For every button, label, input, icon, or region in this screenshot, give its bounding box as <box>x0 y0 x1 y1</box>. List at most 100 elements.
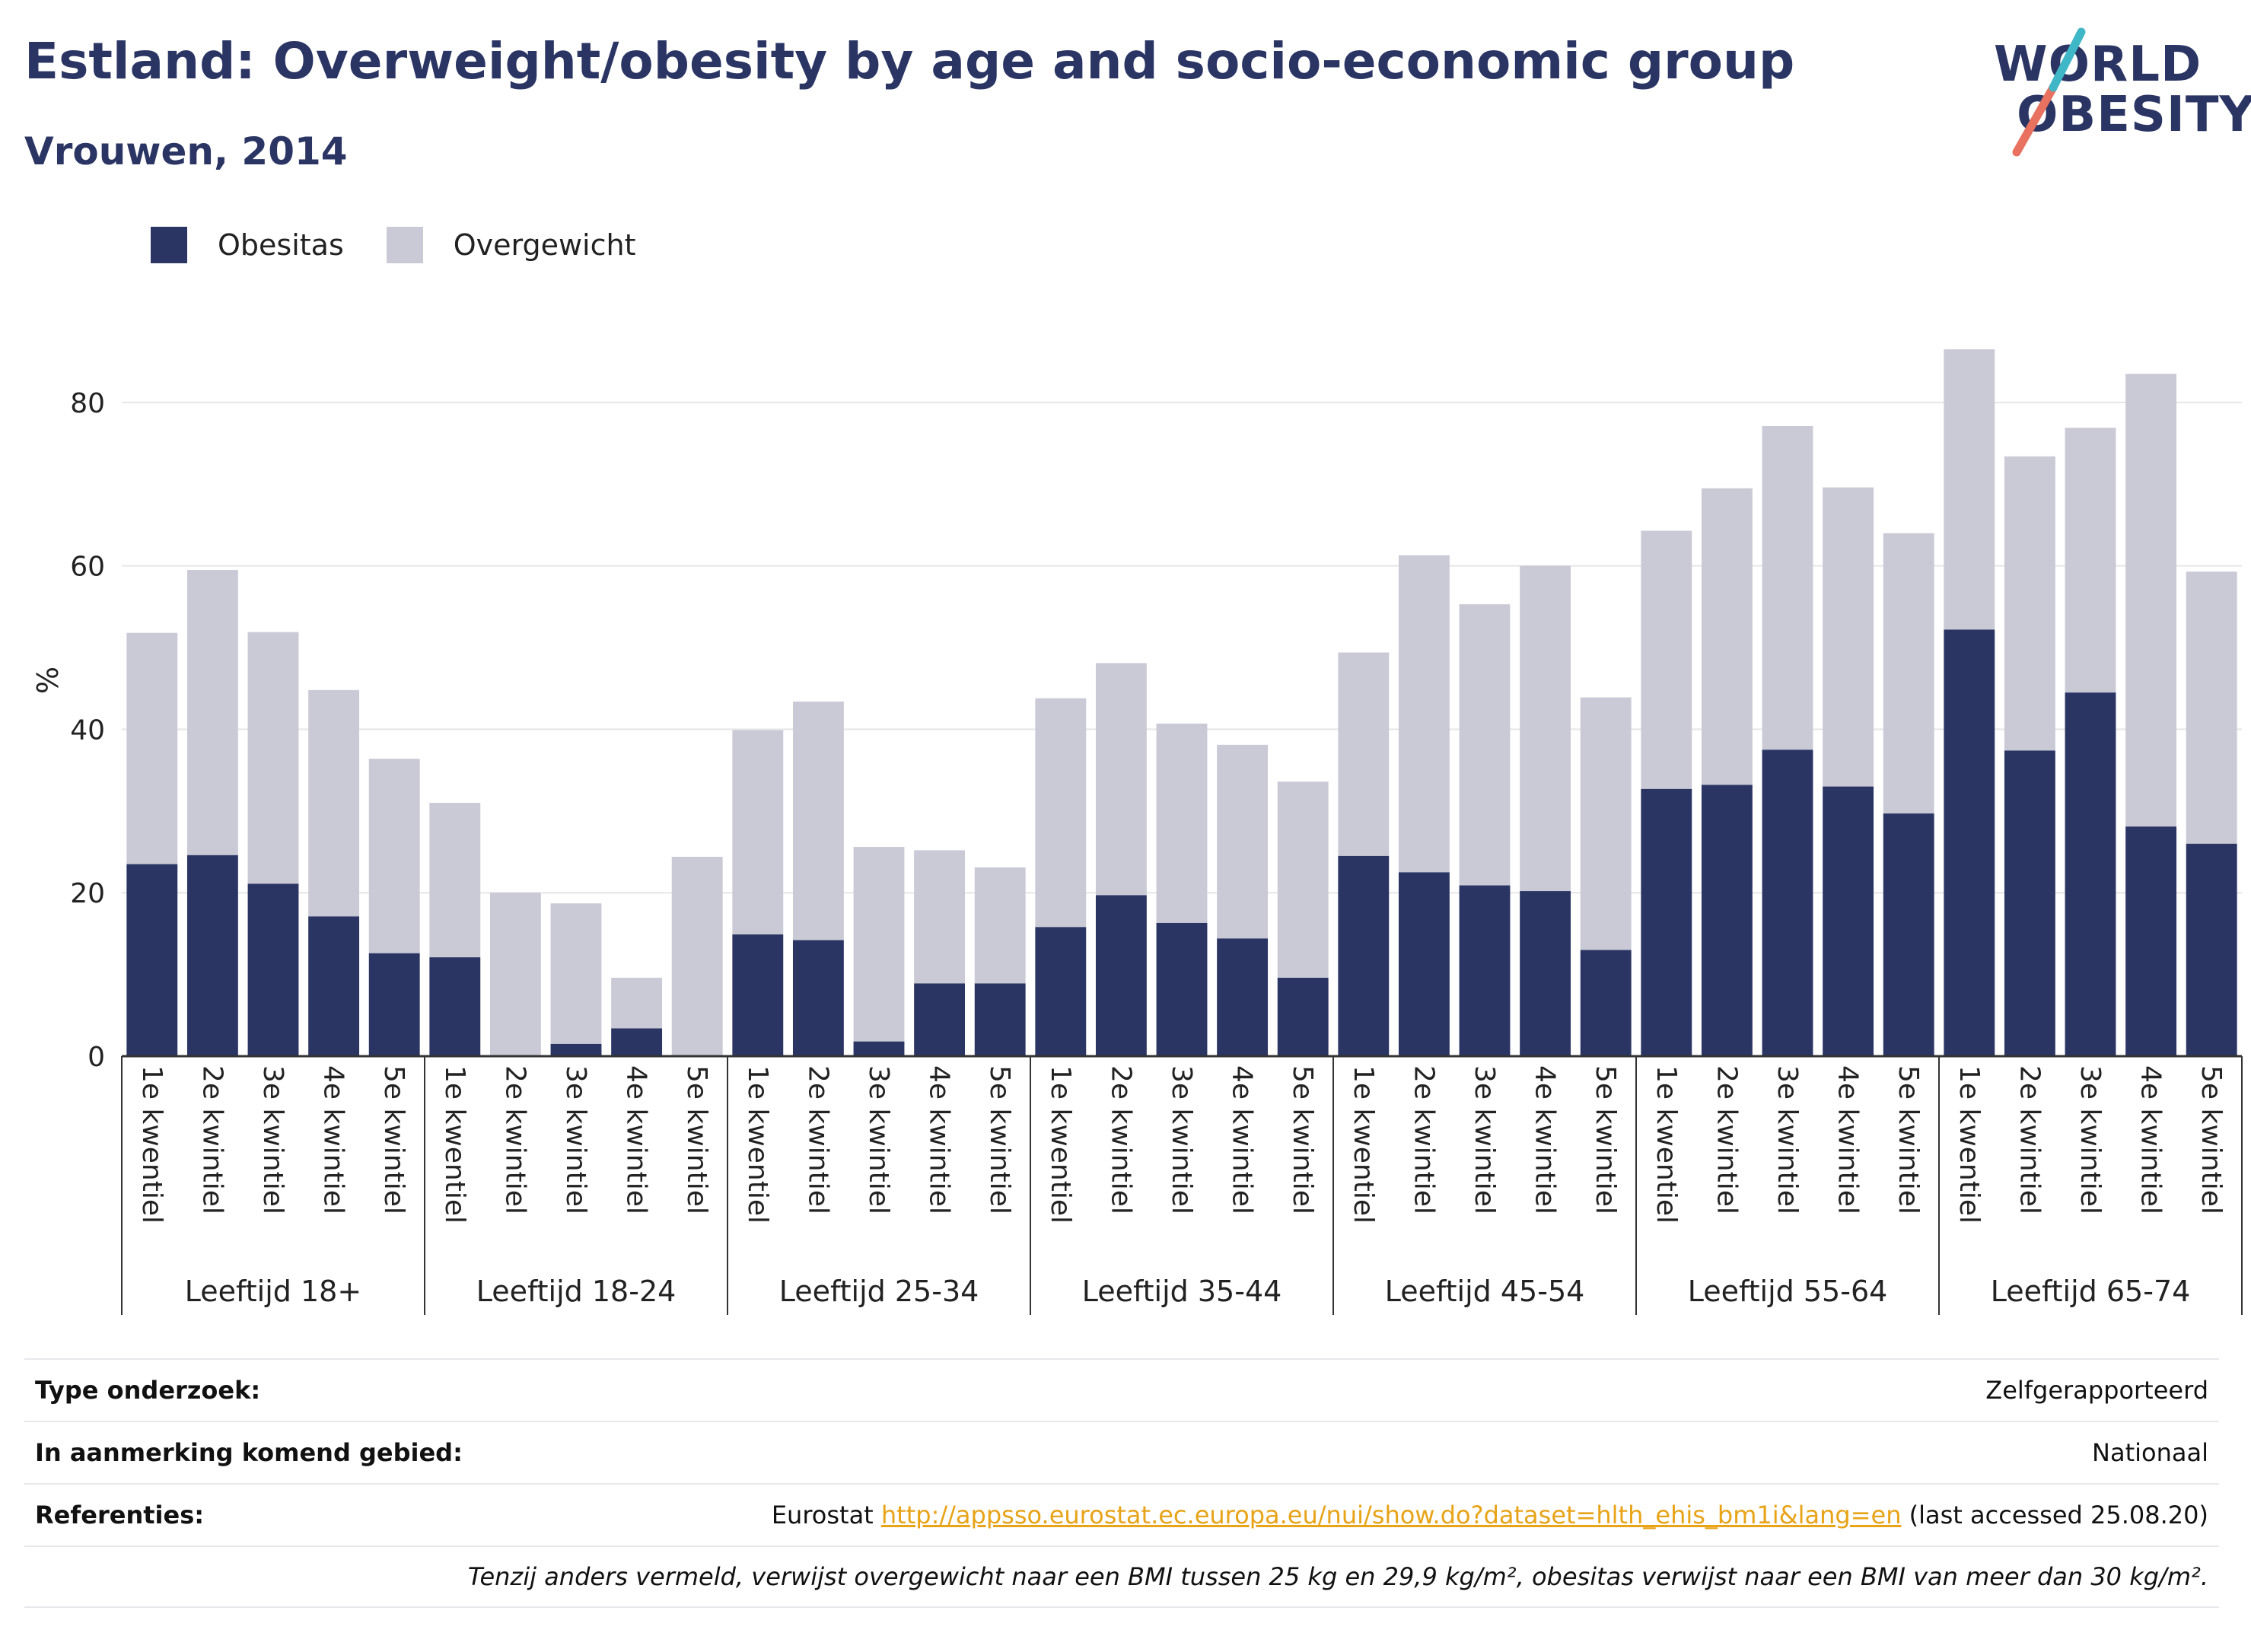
group-label: Leeftijd 18-24 <box>476 1275 677 1308</box>
info-row-note: Tenzij anders vermeld, verwijst overgewi… <box>24 1545 2219 1608</box>
bar-overgewicht <box>732 730 784 934</box>
bar-overgewicht <box>186 570 238 855</box>
bar-obesitas <box>1459 885 1511 1056</box>
info-row-type: Type onderzoek: Zelfgerapporteerd <box>24 1358 2219 1421</box>
bar-obesitas <box>792 940 844 1056</box>
bar-overgewicht <box>1701 488 1753 785</box>
info-label-references: Referenties: <box>35 1501 205 1529</box>
bar-obesitas <box>1277 977 1329 1056</box>
x-tick-label: 1e kwentiel <box>1045 1065 1076 1224</box>
logo-line-2: OBESITY <box>2017 87 2251 143</box>
bar-overgewicht <box>853 847 905 1042</box>
x-tick-label: 2e kwintiel <box>499 1065 530 1214</box>
reference-source: Eurostat <box>771 1501 881 1529</box>
x-tick-label: 5e kwintiel <box>378 1065 409 1214</box>
bar-obesitas <box>1156 922 1208 1056</box>
legend-item-overgewicht: Overgewicht <box>386 227 636 263</box>
y-axis-label: % <box>31 667 65 694</box>
bar-obesitas <box>1883 813 1934 1056</box>
x-tick-label: 5e kwintiel <box>1590 1065 1621 1214</box>
bar-obesitas <box>429 957 481 1056</box>
y-tick-label: 40 <box>70 715 105 746</box>
bar-overgewicht <box>308 689 360 917</box>
bar-obesitas <box>2186 843 2237 1056</box>
x-tick-label: 1e kwentiel <box>1651 1065 1682 1224</box>
group-label: Leeftijd 35-44 <box>1082 1275 1282 1308</box>
x-tick-label: 1e kwentiel <box>1953 1065 1985 1224</box>
bar-obesitas <box>308 916 360 1056</box>
bar-obesitas <box>1762 750 1813 1056</box>
bar-overgewicht <box>1520 565 1571 892</box>
x-tick-label: 3e kwintiel <box>1469 1065 1500 1214</box>
bar-overgewicht <box>1641 530 1692 789</box>
x-tick-label: 5e kwintiel <box>681 1065 712 1214</box>
bar-overgewicht <box>2125 374 2177 827</box>
x-tick-label: 3e kwintiel <box>1166 1065 1197 1214</box>
reference-link[interactable]: http://appsso.eurostat.ec.europa.eu/nui/… <box>880 1501 1902 1529</box>
legend-label-overgewicht: Overgewicht <box>453 228 636 262</box>
x-tick-label: 4e kwintiel <box>924 1065 955 1214</box>
bar-obesitas <box>550 1043 602 1056</box>
bar-overgewicht <box>489 893 541 1056</box>
x-tick-label: 4e kwintiel <box>1832 1065 1864 1214</box>
bar-overgewicht <box>2004 456 2055 751</box>
bar-overgewicht <box>2065 428 2116 693</box>
bar-overgewicht <box>368 759 420 953</box>
x-tick-label: 4e kwintiel <box>318 1065 349 1214</box>
bar-obesitas <box>2065 692 2116 1056</box>
x-tick-label: 5e kwintiel <box>984 1065 1015 1214</box>
bar-obesitas <box>368 953 420 1056</box>
x-tick-label: 3e kwintiel <box>257 1065 288 1214</box>
x-tick-label: 3e kwintiel <box>1772 1065 1803 1214</box>
bmi-definition-note: Tenzij anders vermeld, verwijst overgewi… <box>467 1562 2208 1591</box>
bar-overgewicht <box>126 632 178 864</box>
x-tick-label: 2e kwintiel <box>1711 1065 1742 1214</box>
group-label: Leeftijd 65-74 <box>1991 1275 2191 1308</box>
legend-label-obesitas: Obesitas <box>218 228 344 262</box>
x-tick-label: 3e kwintiel <box>2074 1065 2106 1214</box>
bar-obesitas <box>1398 872 1450 1056</box>
x-tick-label: 1e kwentiel <box>742 1065 773 1224</box>
bar-overgewicht <box>1156 723 1208 923</box>
bar-obesitas <box>1701 785 1753 1056</box>
info-value-references: Eurostat http://appsso.eurostat.ec.europ… <box>772 1501 2208 1529</box>
x-tick-label: 5e kwintiel <box>1287 1065 1318 1214</box>
bar-overgewicht <box>974 867 1026 984</box>
bar-overgewicht <box>914 850 966 984</box>
group-label: Leeftijd 45-54 <box>1385 1275 1585 1308</box>
chart-legend: Obesitas Overgewicht <box>151 225 679 265</box>
bar-obesitas <box>853 1041 905 1056</box>
bar-overgewicht <box>1035 698 1087 928</box>
x-tick-label: 5e kwintiel <box>1893 1065 1924 1214</box>
page-subtitle: Vrouwen, 2014 <box>24 129 348 173</box>
bar-obesitas <box>186 855 238 1056</box>
bar-obesitas <box>1823 786 1874 1056</box>
bar-overgewicht <box>1580 697 1632 950</box>
group-label: Leeftijd 25-34 <box>779 1275 979 1308</box>
y-tick-label: 0 <box>88 1042 105 1073</box>
legend-swatch-overgewicht <box>386 227 423 263</box>
logo-slash-icon <box>2012 27 2086 157</box>
group-label: Leeftijd 55-64 <box>1688 1275 1888 1308</box>
bar-obesitas <box>974 983 1026 1056</box>
x-tick-label: 2e kwintiel <box>2014 1065 2045 1214</box>
bar-overgewicht <box>1823 487 1874 787</box>
bar-obesitas <box>1520 891 1571 1056</box>
logo-line-1: WORLD <box>1994 37 2202 93</box>
bar-obesitas <box>914 983 966 1056</box>
x-tick-label: 4e kwintiel <box>621 1065 652 1214</box>
x-tick-label: 4e kwintiel <box>2135 1065 2167 1214</box>
info-table: Type onderzoek: Zelfgerapporteerd In aan… <box>24 1358 2219 1608</box>
info-row-references: Referenties: Eurostat http://appsso.euro… <box>24 1483 2219 1545</box>
bar-obesitas <box>1641 788 1692 1056</box>
bar-overgewicht <box>1762 426 1813 750</box>
bar-obesitas <box>1095 895 1147 1056</box>
bar-obesitas <box>247 883 299 1056</box>
reference-accessed: (last accessed 25.08.20) <box>1901 1501 2208 1529</box>
bar-obesitas <box>1035 927 1087 1056</box>
info-value-type: Zelfgerapporteerd <box>1985 1376 2208 1405</box>
info-label-area: In aanmerking komend gebied: <box>35 1438 463 1467</box>
bar-overgewicht <box>247 632 299 884</box>
world-obesity-logo: WORLD OBESITY <box>1979 23 2251 160</box>
bar-obesitas <box>1338 855 1390 1056</box>
